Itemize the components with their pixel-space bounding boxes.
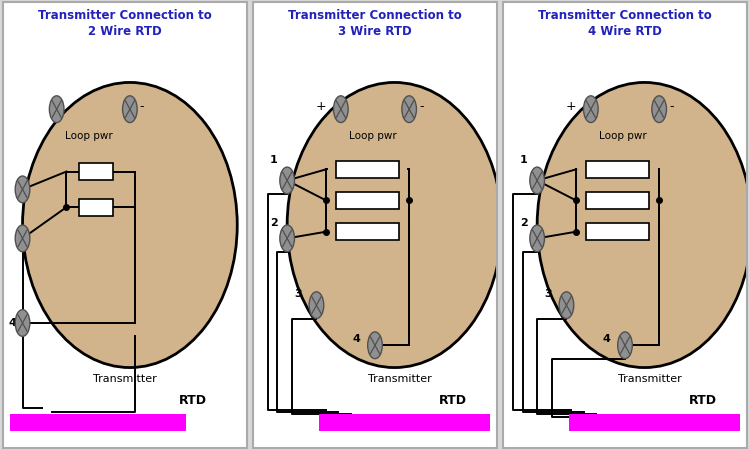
- Text: 1: 1: [270, 155, 278, 166]
- Bar: [586, 192, 650, 209]
- Text: +: +: [316, 100, 326, 113]
- Circle shape: [15, 225, 30, 252]
- Text: Transmitter Connection to
4 Wire RTD: Transmitter Connection to 4 Wire RTD: [538, 9, 712, 38]
- Text: Loop pwr: Loop pwr: [349, 131, 397, 141]
- Circle shape: [559, 292, 574, 319]
- Text: -: -: [140, 100, 144, 113]
- Bar: [586, 223, 650, 240]
- Text: 2: 2: [520, 218, 527, 228]
- Bar: [586, 161, 650, 178]
- Circle shape: [530, 167, 544, 194]
- Text: Transmitter: Transmitter: [93, 374, 157, 384]
- Bar: [319, 414, 490, 431]
- Bar: [79, 199, 112, 216]
- Circle shape: [15, 176, 30, 202]
- Circle shape: [122, 96, 137, 122]
- Text: RTD: RTD: [179, 395, 207, 407]
- Circle shape: [652, 96, 667, 122]
- Text: Transmitter Connection to
3 Wire RTD: Transmitter Connection to 3 Wire RTD: [288, 9, 462, 38]
- Bar: [336, 161, 400, 178]
- Text: +: +: [566, 100, 576, 113]
- Text: 3: 3: [544, 289, 552, 299]
- Text: 4: 4: [9, 318, 16, 328]
- Bar: [79, 163, 112, 180]
- Circle shape: [368, 332, 382, 359]
- Text: 2: 2: [270, 218, 278, 228]
- Circle shape: [402, 96, 416, 122]
- Text: -: -: [669, 100, 674, 113]
- Text: 3: 3: [294, 289, 302, 299]
- Text: Transmitter: Transmitter: [368, 374, 431, 384]
- Circle shape: [334, 96, 348, 122]
- Ellipse shape: [537, 82, 750, 368]
- Text: -: -: [419, 100, 424, 113]
- Text: 4: 4: [352, 333, 360, 344]
- Text: Loop pwr: Loop pwr: [64, 131, 112, 141]
- Ellipse shape: [22, 82, 237, 368]
- Bar: [336, 192, 400, 209]
- Circle shape: [309, 292, 324, 319]
- Text: Loop pwr: Loop pwr: [598, 131, 646, 141]
- Text: 1: 1: [520, 155, 527, 166]
- Bar: [336, 223, 400, 240]
- Circle shape: [618, 332, 632, 359]
- Bar: [569, 414, 740, 431]
- Circle shape: [50, 96, 64, 122]
- Circle shape: [280, 167, 295, 194]
- Text: RTD: RTD: [689, 395, 717, 407]
- Circle shape: [584, 96, 598, 122]
- Text: Transmitter: Transmitter: [617, 374, 681, 384]
- Ellipse shape: [287, 82, 502, 368]
- Circle shape: [530, 225, 544, 252]
- Circle shape: [280, 225, 295, 252]
- Text: 4: 4: [602, 333, 610, 344]
- Bar: [10, 414, 186, 431]
- Text: Transmitter Connection to
2 Wire RTD: Transmitter Connection to 2 Wire RTD: [38, 9, 212, 38]
- Text: RTD: RTD: [439, 395, 467, 407]
- Circle shape: [15, 310, 30, 336]
